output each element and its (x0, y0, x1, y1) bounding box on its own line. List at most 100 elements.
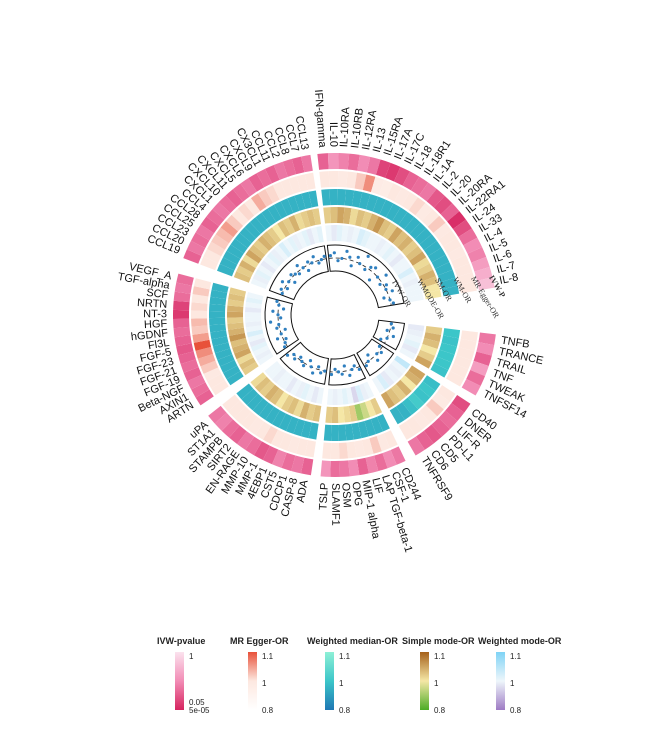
ivw-reference-line-interleukins (328, 257, 392, 306)
cell-sm_or-STAMPB (259, 380, 275, 397)
legend-tick-1-2: 0.8 (262, 706, 274, 715)
ivw-point-ADA (323, 369, 327, 373)
cell-sm_or-IL-12RA (349, 208, 359, 226)
ivw-point-IL-5 (390, 289, 394, 293)
cell-wm_or-CXCL11 (249, 217, 266, 234)
cell-pvalue-AXIN1 (191, 382, 210, 398)
ivw-point-IL-18R1 (363, 267, 367, 272)
cell-wmode_or-PD-L1 (383, 367, 399, 383)
ivw-point-uPA (285, 353, 290, 357)
cell-egger_or-TSLP (322, 442, 332, 459)
ivw-point-hGDNF (268, 320, 273, 324)
cell-egger_or-NRTN (191, 302, 208, 311)
cell-pvalue-IL-17C (394, 166, 411, 186)
cell-wm_or-CXCL10 (244, 222, 261, 239)
cell-pvalue-IL-2 (426, 188, 445, 208)
cell-wmode_or-DNER (390, 359, 407, 374)
cell-wm_or-CXCL6 (261, 208, 277, 226)
cell-egger_or-HGF (191, 318, 208, 327)
cell-sm_or-IL-4 (415, 263, 434, 277)
ivw-point-CASP-8 (319, 371, 323, 375)
cell-wmode_or-IL-18 (369, 235, 382, 252)
cell-pvalue-IFN-gamma (317, 153, 329, 170)
cell-wmode_or-Beta-NGF (252, 345, 270, 357)
legend-tick-0-1: 0.05 (189, 698, 205, 707)
cell-wm_or-IL-17C (379, 199, 394, 218)
ivw-point-HGF (279, 316, 283, 320)
cell-pvalue-TSLP (320, 460, 331, 477)
cell-sm_or-CCL28 (245, 249, 262, 264)
cell-wmode_or-MIP-1 alpha (346, 387, 354, 404)
cell-wmode_or-TRAIL (405, 333, 423, 344)
cell-sm_or-IL-10RB (343, 207, 352, 225)
cell-egger_or-IFN-gamma (319, 171, 330, 188)
cell-wm_or-OSM (338, 424, 347, 441)
ivw-point-CCL13 (322, 254, 326, 258)
gene-label-OPG: OPG (349, 481, 364, 507)
legend-colorbar-4 (496, 652, 505, 710)
cell-wmode_or-FGF-23 (247, 333, 265, 343)
legend-colorbar-2 (325, 652, 334, 710)
cell-egger_or-DNER (431, 392, 450, 410)
cell-egger_or-CCL19 (200, 256, 218, 271)
cell-egger_or-MMP-10 (255, 421, 271, 440)
cell-egger_or-IL-1A (408, 197, 426, 216)
cell-sm_or-4EBP1 (286, 397, 300, 415)
cell-sm_or-IL-17A (366, 213, 379, 231)
cell-pvalue-IL-10RA (338, 153, 350, 170)
cell-wm_or-CCL13 (308, 190, 319, 208)
cell-pvalue-CASP-8 (291, 455, 305, 474)
gene-label-TSLP: TSLP (317, 482, 331, 510)
cell-wm_or-CXCL1 (239, 227, 257, 244)
cell-sm_or-IL-2 (392, 230, 409, 248)
gene-label-hGDNF: hGDNF (130, 327, 169, 343)
legend-tick-4-1: 1 (510, 679, 515, 688)
cell-sm_or-IL-17C (372, 216, 386, 234)
cell-sm_or-NRTN (227, 305, 244, 313)
cell-egger_or-IL-13 (362, 174, 376, 193)
legend-title-2: Weighted median-OR (307, 636, 398, 646)
cell-pvalue-ARTN (195, 389, 214, 406)
cell-wmode_or-ADA (316, 387, 324, 405)
cell-wm_or-FGF-5 (211, 336, 229, 347)
ivw-point-IL-10RA (336, 259, 340, 263)
cell-wmode_or-CXCL11 (274, 245, 289, 261)
cell-pvalue-IL-8 (476, 277, 495, 291)
cell-egger_or-IL-5 (451, 254, 470, 270)
ivw-point-CXCL9 (306, 268, 311, 273)
cell-wm_or-IL-24 (423, 240, 442, 257)
cell-wmode_or-OSM (337, 388, 344, 405)
cell-wm_or-LAP TGF-beta-1 (364, 419, 376, 437)
cell-egger_or-CCL7 (296, 174, 309, 192)
gene-label-NRTN: NRTN (137, 297, 168, 311)
cell-wm_or-CCL2 (287, 195, 300, 214)
cell-sm_or-TGF-alpha (228, 293, 245, 302)
cell-wmode_or-IL-6 (404, 282, 421, 294)
ivw-track-box-others-a (279, 341, 330, 385)
cell-egger_or-IL-17A (378, 179, 394, 198)
ivw-point-IL-18 (366, 254, 370, 258)
cell-egger_or-FGF-5 (193, 339, 212, 351)
cell-pvalue-IL-10RB (347, 153, 360, 171)
cell-egger_or-CXCL9 (257, 189, 273, 207)
cell-sm_or-LIF-R (400, 375, 417, 392)
cell-pvalue-IL-22RA1 (447, 211, 466, 230)
cell-wm_or-IL-6 (437, 269, 456, 283)
cell-egger_or-IL-10RB (346, 171, 358, 189)
ivw-point-IL-20RA (375, 275, 380, 279)
cell-egger_or-CD40 (437, 385, 456, 402)
cell-wmode_or-VEGF_A (246, 292, 264, 301)
cell-wm_or-CDCP1 (293, 418, 306, 437)
cell-egger_or-VEGF_A (193, 278, 212, 290)
cell-wm_or-IL-10 (329, 189, 338, 206)
cell-wmode_or-CD6 (376, 373, 390, 390)
ivw-point-IL-33 (384, 283, 388, 287)
cell-egger_or-CD5 (412, 411, 431, 430)
legend-tick-4-0: 1.1 (510, 652, 522, 661)
cell-sm_or-MMP-10 (275, 391, 289, 409)
ivw-point-CXCL5 (295, 263, 299, 268)
cell-wmode_or-TNF (403, 338, 421, 349)
cell-wmode_or-IL-5 (402, 277, 420, 289)
cell-pvalue-LIF (365, 455, 379, 474)
cell-wmode_or-LIF-R (387, 363, 404, 379)
